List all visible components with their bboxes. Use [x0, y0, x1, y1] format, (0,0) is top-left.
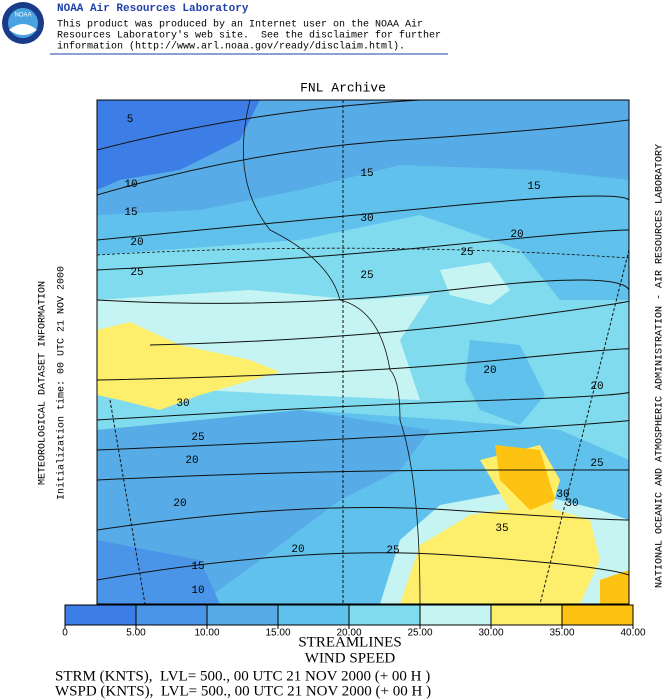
- footer-line: STREAMLINES: [298, 634, 401, 650]
- colorbar-tick-label: 5.00: [126, 628, 146, 639]
- region: [97, 100, 260, 190]
- streamline: [97, 390, 629, 421]
- colorbar-segment: [419, 604, 492, 626]
- header-title: NOAA Air Resources Laboratory: [57, 3, 249, 15]
- colorbar-segment: [206, 604, 279, 626]
- footer-line: STRM (KNTS), LVL= 500., 00 UTC 21 NOV 20…: [55, 668, 430, 684]
- colorbar-segment: [277, 604, 350, 626]
- streamline: [97, 229, 629, 271]
- header-line: This product was produced by an Internet…: [57, 19, 423, 31]
- streamline: [97, 420, 629, 451]
- contour-label: 20: [510, 229, 523, 241]
- streamline: [97, 348, 629, 381]
- streamline: [97, 507, 629, 531]
- footer-line: WIND SPEED: [305, 650, 396, 666]
- streamline: [97, 119, 629, 196]
- contour-label: 15: [191, 561, 204, 573]
- footer-line: WSPD (KNTS), LVL= 500., 00 UTC 21 NOV 20…: [55, 683, 431, 699]
- header-line: Resources Laboratory's web site. See the…: [57, 30, 441, 42]
- contour-label: 25: [386, 545, 399, 557]
- streamline: [97, 469, 629, 481]
- contour-label: 25: [191, 432, 204, 444]
- contour-label: 15: [527, 181, 540, 193]
- region: [97, 100, 629, 215]
- colorbar-tick-label: 40.00: [620, 628, 645, 639]
- colorbar-tick-label: 20.00: [336, 628, 361, 639]
- right-label: NATIONAL OCEANIC AND ATMOSPHERIC ADMINIS…: [655, 144, 663, 588]
- map-title: FNL Archive: [300, 80, 386, 95]
- region: [495, 445, 555, 510]
- colorbar-segment: [64, 604, 137, 626]
- streamline: [97, 552, 629, 581]
- colorbar-segment: [561, 604, 634, 626]
- contour-label: 35: [495, 523, 508, 535]
- contour-label: 20: [130, 237, 143, 249]
- colorbar-segment: [135, 604, 208, 626]
- contour-label: 20: [483, 365, 496, 377]
- contour-label: 25: [590, 458, 603, 470]
- contour-label: 25: [460, 247, 473, 259]
- grid-line: [97, 247, 629, 259]
- streamline: [97, 279, 629, 304]
- grid-line: [109, 399, 146, 604]
- contour-label: 30: [565, 498, 578, 510]
- colorbar-tick-label: 0: [62, 628, 68, 639]
- region: [600, 570, 629, 604]
- streamline: [149, 300, 629, 346]
- map-frame: [96, 99, 630, 605]
- header-line: information (http://www.arl.noaa.gov/rea…: [57, 41, 405, 53]
- contour-label: 15: [124, 207, 137, 219]
- contour-label: 10: [191, 585, 204, 597]
- contour-label: 30: [176, 398, 189, 410]
- colorbar-segment: [348, 604, 421, 626]
- left-label: METEOROLOGICAL DATASET INFORMATION: [38, 281, 49, 485]
- contour-label: 30: [360, 213, 373, 225]
- contour-label: 20: [291, 544, 304, 556]
- contour-label: 10: [124, 179, 137, 191]
- region: [400, 505, 600, 604]
- logo-text: NOAA: [14, 13, 31, 19]
- contour-label: 5: [127, 114, 134, 126]
- grid-line: [539, 249, 629, 604]
- colorbar-tick-label: 15.00: [265, 628, 290, 639]
- contour-label: 25: [360, 270, 373, 282]
- contour-label: 20: [173, 498, 186, 510]
- colorbar-tick-label: 30.00: [478, 628, 503, 639]
- contour-label: 15: [360, 168, 373, 180]
- contour-label: 20: [590, 381, 603, 393]
- region: [440, 262, 510, 305]
- colorbar-tick-label: 10.00: [194, 628, 219, 639]
- streamline: [97, 195, 629, 241]
- contour-label: 25: [130, 267, 143, 279]
- logo-bird: [9, 24, 37, 35]
- colorbar-tick-label: 25.00: [407, 628, 432, 639]
- contour-label: 20: [185, 455, 198, 467]
- contour-label: 30: [556, 489, 569, 501]
- left-label: Initialization time: 00 UTC 21 NOV 2000: [56, 266, 68, 500]
- colorbar-tick-label: 35.00: [549, 628, 574, 639]
- region: [97, 410, 430, 604]
- region: [97, 322, 280, 410]
- region: [97, 540, 220, 604]
- streamline: [97, 100, 421, 151]
- boundary: [242, 100, 421, 604]
- colorbar-segment: [490, 604, 563, 626]
